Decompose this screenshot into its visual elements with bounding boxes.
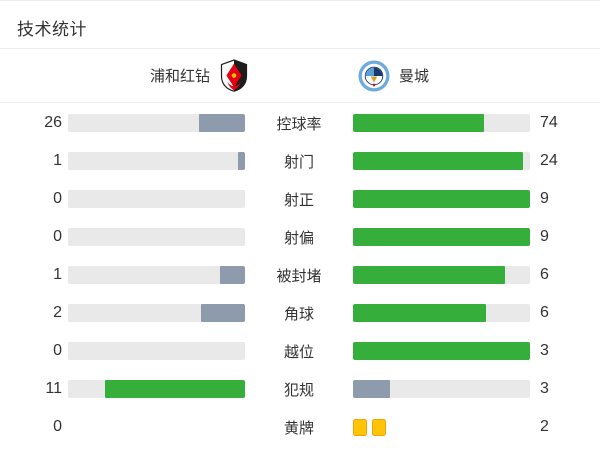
home-bar-fill — [198, 114, 245, 132]
away-stat-bar — [353, 342, 530, 360]
stat-label: 射偏 — [283, 229, 314, 247]
home-stat-bar — [68, 380, 245, 398]
away-value: 2 — [540, 418, 549, 435]
stat-row: 1 被封堵 6 — [0, 256, 600, 294]
divider-under-teams — [0, 102, 600, 103]
away-value: 3 — [540, 380, 549, 397]
home-value: 0 — [53, 228, 62, 245]
teams-header: 浦和红钻 — [0, 49, 600, 102]
stat-row: 11 犯规 3 — [0, 370, 600, 408]
away-value: 3 — [540, 342, 549, 359]
stat-label: 被封堵 — [276, 267, 322, 285]
away-value: 6 — [540, 304, 549, 321]
away-stat-bar — [353, 304, 530, 322]
away-team-name: 曼城 — [399, 68, 430, 85]
panel-header: 技术统计 — [0, 1, 600, 48]
home-value: 1 — [53, 152, 62, 169]
away-value: 9 — [540, 228, 549, 245]
away-stat-bar — [353, 380, 530, 398]
stat-label: 控球率 — [276, 115, 322, 133]
stat-label: 黄牌 — [283, 419, 314, 437]
page-title: 技术统计 — [17, 20, 87, 39]
stat-row: 2 角球 6 — [0, 294, 600, 332]
home-team-name: 浦和红钻 — [149, 68, 210, 85]
home-stat-bar — [68, 342, 245, 360]
stat-row: 0 射正 9 — [0, 180, 600, 218]
home-value: 0 — [53, 342, 62, 359]
away-bar-fill — [353, 152, 523, 170]
home-value: 0 — [53, 190, 62, 207]
away-stat-bar — [353, 266, 530, 284]
urawa-red-diamonds-logo-icon — [219, 59, 249, 92]
away-stat-bar — [353, 190, 530, 208]
away-stat-bar — [353, 418, 530, 436]
away-bar-fill — [353, 190, 530, 208]
stat-row: 0 黄牌 2 — [0, 408, 600, 446]
stat-label: 射门 — [283, 153, 314, 171]
home-stat-bar — [68, 152, 245, 170]
away-bar-fill — [353, 380, 391, 398]
stat-row: 1 射门 24 — [0, 142, 600, 180]
home-value: 0 — [53, 418, 62, 435]
home-bar-fill — [237, 152, 245, 170]
yellow-cards-group — [353, 418, 386, 436]
home-stat-bar — [68, 190, 245, 208]
away-stat-bar — [353, 228, 530, 246]
home-value: 1 — [53, 266, 62, 283]
home-stat-bar — [68, 266, 245, 284]
stat-label: 越位 — [283, 343, 314, 361]
home-stat-bar — [68, 114, 245, 132]
stat-label: 角球 — [283, 305, 314, 323]
divider-under-title — [0, 48, 600, 49]
away-stat-bar — [353, 114, 530, 132]
home-stat-bar — [68, 418, 245, 436]
home-stat-bar — [68, 228, 245, 246]
stat-row: 0 射偏 9 — [0, 218, 600, 256]
stat-row: 26 控球率 74 — [0, 104, 600, 142]
manchester-city-logo-icon — [358, 60, 390, 92]
away-value: 24 — [540, 152, 558, 169]
away-value: 6 — [540, 266, 549, 283]
home-stat-bar — [68, 304, 245, 322]
home-bar-fill — [220, 266, 245, 284]
away-stat-bar — [353, 152, 530, 170]
stat-label: 射正 — [283, 191, 314, 209]
away-bar-fill — [353, 304, 486, 322]
stat-label: 犯规 — [283, 381, 314, 399]
home-bar-fill — [105, 380, 245, 398]
home-value: 11 — [45, 380, 62, 397]
away-bar-fill — [353, 342, 530, 360]
stat-row: 0 越位 3 — [0, 332, 600, 370]
away-bar-fill — [353, 266, 506, 284]
home-value: 26 — [44, 114, 62, 131]
yellow-card-icon — [372, 418, 386, 436]
yellow-card-icon — [353, 418, 367, 436]
away-value: 9 — [540, 190, 549, 207]
away-bar-fill — [353, 114, 484, 132]
home-team-header: 浦和红钻 — [0, 59, 300, 92]
home-bar-fill — [200, 304, 245, 322]
home-value: 2 — [53, 304, 62, 321]
away-team-header: 曼城 — [300, 60, 600, 92]
away-value: 74 — [540, 114, 558, 131]
stats-rows: 26 控球率 74 1 射门 24 0 射正 9 0 射偏 9 1 被封堵 6 2 角球 6 0 越位 3 11 犯规 3 0 黄… — [0, 103, 600, 446]
away-bar-fill — [353, 228, 530, 246]
